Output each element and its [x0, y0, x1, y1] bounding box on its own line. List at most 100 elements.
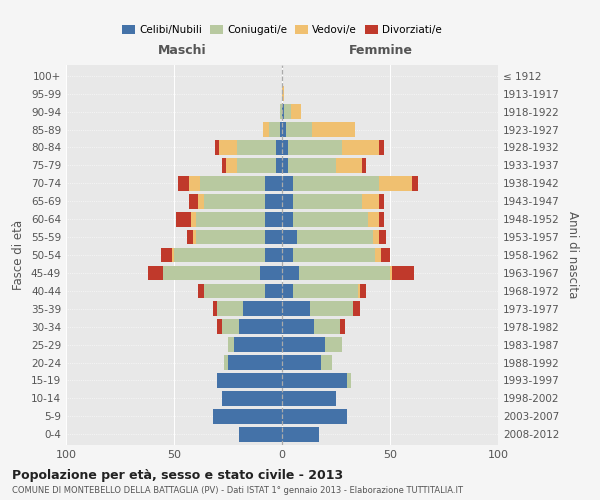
Bar [282, 194, 293, 208]
Bar [293, 212, 368, 226]
Bar [293, 284, 358, 298]
Legend: Celibi/Nubili, Coniugati/e, Vedovi/e, Divorziati/e: Celibi/Nubili, Coniugati/e, Vedovi/e, Di… [118, 21, 446, 39]
Bar [282, 266, 299, 280]
Bar [269, 122, 280, 137]
Y-axis label: Fasce di età: Fasce di età [13, 220, 25, 290]
Bar [213, 302, 217, 316]
Bar [379, 194, 383, 208]
Bar [343, 140, 379, 155]
Bar [379, 176, 412, 190]
Text: Popolazione per età, sesso e stato civile - 2013: Popolazione per età, sesso e stato civil… [12, 469, 343, 482]
Bar [358, 284, 360, 298]
Bar [293, 194, 362, 208]
Bar [282, 86, 284, 101]
Bar [236, 140, 275, 155]
Bar [289, 140, 343, 155]
Bar [282, 409, 347, 424]
Bar [198, 194, 204, 208]
Bar [282, 391, 336, 406]
Bar [379, 212, 383, 226]
Bar [235, 338, 282, 352]
Bar [325, 338, 343, 352]
Bar [265, 176, 282, 190]
Bar [379, 140, 383, 155]
Bar [282, 212, 293, 226]
Bar [282, 302, 310, 316]
Bar [312, 122, 355, 137]
Bar [390, 266, 392, 280]
Y-axis label: Anni di nascita: Anni di nascita [566, 212, 579, 298]
Bar [379, 230, 386, 244]
Bar [314, 320, 340, 334]
Bar [265, 284, 282, 298]
Bar [299, 266, 390, 280]
Bar [375, 248, 382, 262]
Bar [243, 302, 282, 316]
Bar [217, 302, 243, 316]
Bar [347, 373, 351, 388]
Bar [275, 158, 282, 172]
Bar [196, 212, 265, 226]
Bar [282, 158, 289, 172]
Bar [275, 140, 282, 155]
Bar [368, 212, 379, 226]
Bar [360, 284, 366, 298]
Bar [221, 391, 282, 406]
Bar [362, 194, 379, 208]
Bar [280, 104, 282, 119]
Bar [200, 176, 265, 190]
Bar [228, 355, 282, 370]
Bar [310, 302, 353, 316]
Bar [340, 320, 344, 334]
Bar [163, 266, 260, 280]
Bar [336, 158, 362, 172]
Bar [215, 140, 220, 155]
Bar [280, 122, 282, 137]
Bar [282, 104, 284, 119]
Bar [321, 355, 332, 370]
Bar [290, 104, 301, 119]
Bar [148, 266, 163, 280]
Bar [265, 248, 282, 262]
Text: COMUNE DI MONTEBELLO DELLA BATTAGLIA (PV) - Dati ISTAT 1° gennaio 2013 - Elabora: COMUNE DI MONTEBELLO DELLA BATTAGLIA (PV… [12, 486, 463, 495]
Bar [228, 338, 235, 352]
Bar [392, 266, 414, 280]
Bar [282, 140, 289, 155]
Bar [282, 373, 347, 388]
Bar [265, 212, 282, 226]
Bar [217, 320, 221, 334]
Text: Maschi: Maschi [158, 44, 207, 58]
Bar [353, 302, 360, 316]
Bar [282, 248, 293, 262]
Bar [265, 194, 282, 208]
Bar [193, 230, 196, 244]
Bar [412, 176, 418, 190]
Bar [196, 230, 265, 244]
Bar [174, 248, 265, 262]
Bar [282, 284, 293, 298]
Bar [263, 122, 269, 137]
Bar [172, 248, 174, 262]
Bar [373, 230, 379, 244]
Bar [297, 230, 373, 244]
Bar [221, 158, 226, 172]
Bar [191, 212, 196, 226]
Bar [226, 158, 236, 172]
Bar [284, 104, 290, 119]
Bar [189, 176, 200, 190]
Bar [204, 284, 265, 298]
Bar [204, 194, 265, 208]
Bar [236, 158, 275, 172]
Bar [282, 122, 286, 137]
Bar [189, 194, 198, 208]
Bar [161, 248, 172, 262]
Bar [239, 320, 282, 334]
Bar [282, 230, 297, 244]
Bar [289, 158, 336, 172]
Bar [286, 122, 312, 137]
Text: Femmine: Femmine [349, 44, 413, 58]
Bar [224, 355, 228, 370]
Bar [220, 140, 236, 155]
Bar [176, 212, 191, 226]
Bar [362, 158, 366, 172]
